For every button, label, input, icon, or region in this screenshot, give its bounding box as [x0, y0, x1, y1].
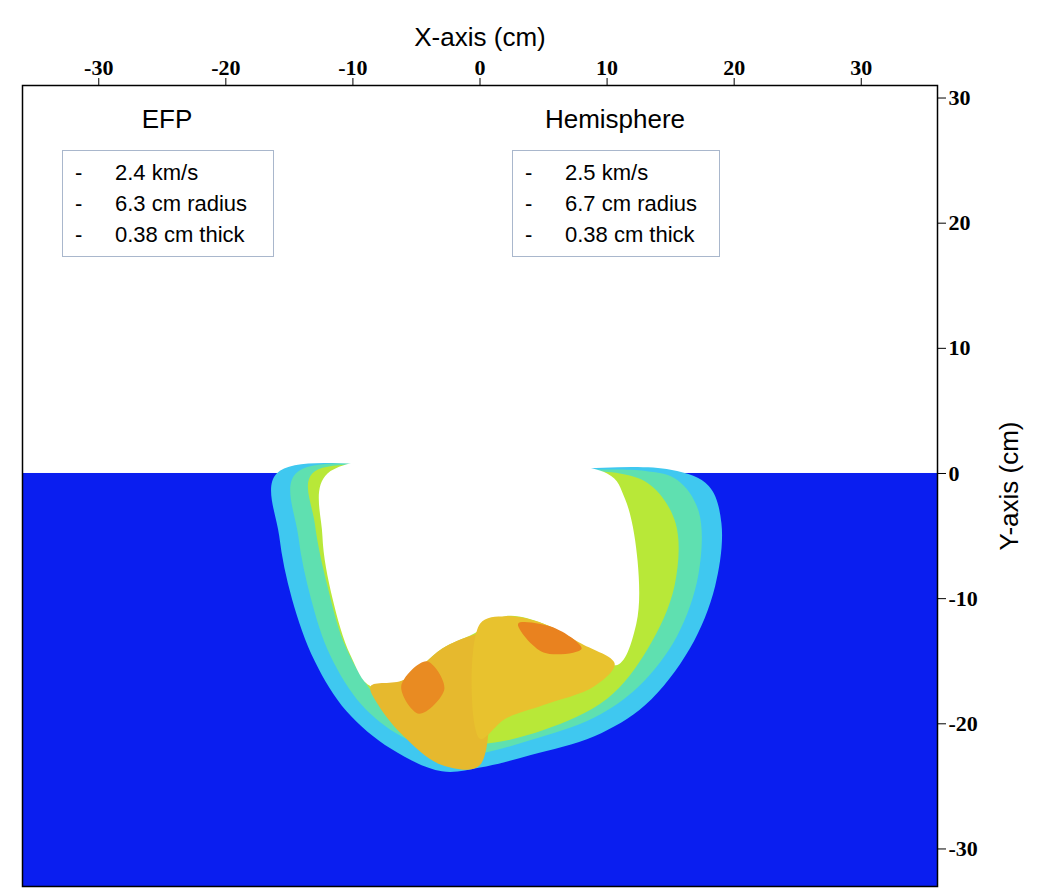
svg-text:Y-axis (cm): Y-axis (cm) — [994, 421, 1024, 550]
html-text:0.38 cm thick: 0.38 cm thick — [115, 222, 245, 247]
svg-text:20: 20 — [723, 55, 745, 80]
svg-text:20: 20 — [949, 210, 971, 235]
svg-text:-10: -10 — [338, 55, 367, 80]
html-text:2.5 km/s: 2.5 km/s — [565, 160, 649, 185]
html-text:Hemisphere: Hemisphere — [544, 104, 686, 134]
svg-text:30: 30 — [949, 85, 971, 110]
html-text:EFP: EFP — [141, 104, 193, 134]
html-text:6.7 cm radius: 6.7 cm radius — [565, 191, 698, 216]
svg-text:10: 10 — [596, 55, 618, 80]
svg-text:-20: -20 — [211, 55, 240, 80]
svg-text:-30: -30 — [949, 836, 978, 861]
svg-text:0: 0 — [475, 55, 486, 80]
svg-text:-20: -20 — [949, 711, 978, 736]
html-text:6.3 cm radius: 6.3 cm radius — [115, 191, 248, 216]
svg-text:X-axis (cm): X-axis (cm) — [414, 22, 545, 52]
html-text:0.38 cm thick: 0.38 cm thick — [565, 222, 695, 247]
svg-text:-30: -30 — [84, 55, 113, 80]
svg-text:30: 30 — [850, 55, 872, 80]
html-text:2.4 km/s: 2.4 km/s — [115, 160, 199, 185]
svg-text:0: 0 — [949, 461, 960, 486]
svg-text:10: 10 — [949, 335, 971, 360]
svg-text:-10: -10 — [949, 586, 978, 611]
